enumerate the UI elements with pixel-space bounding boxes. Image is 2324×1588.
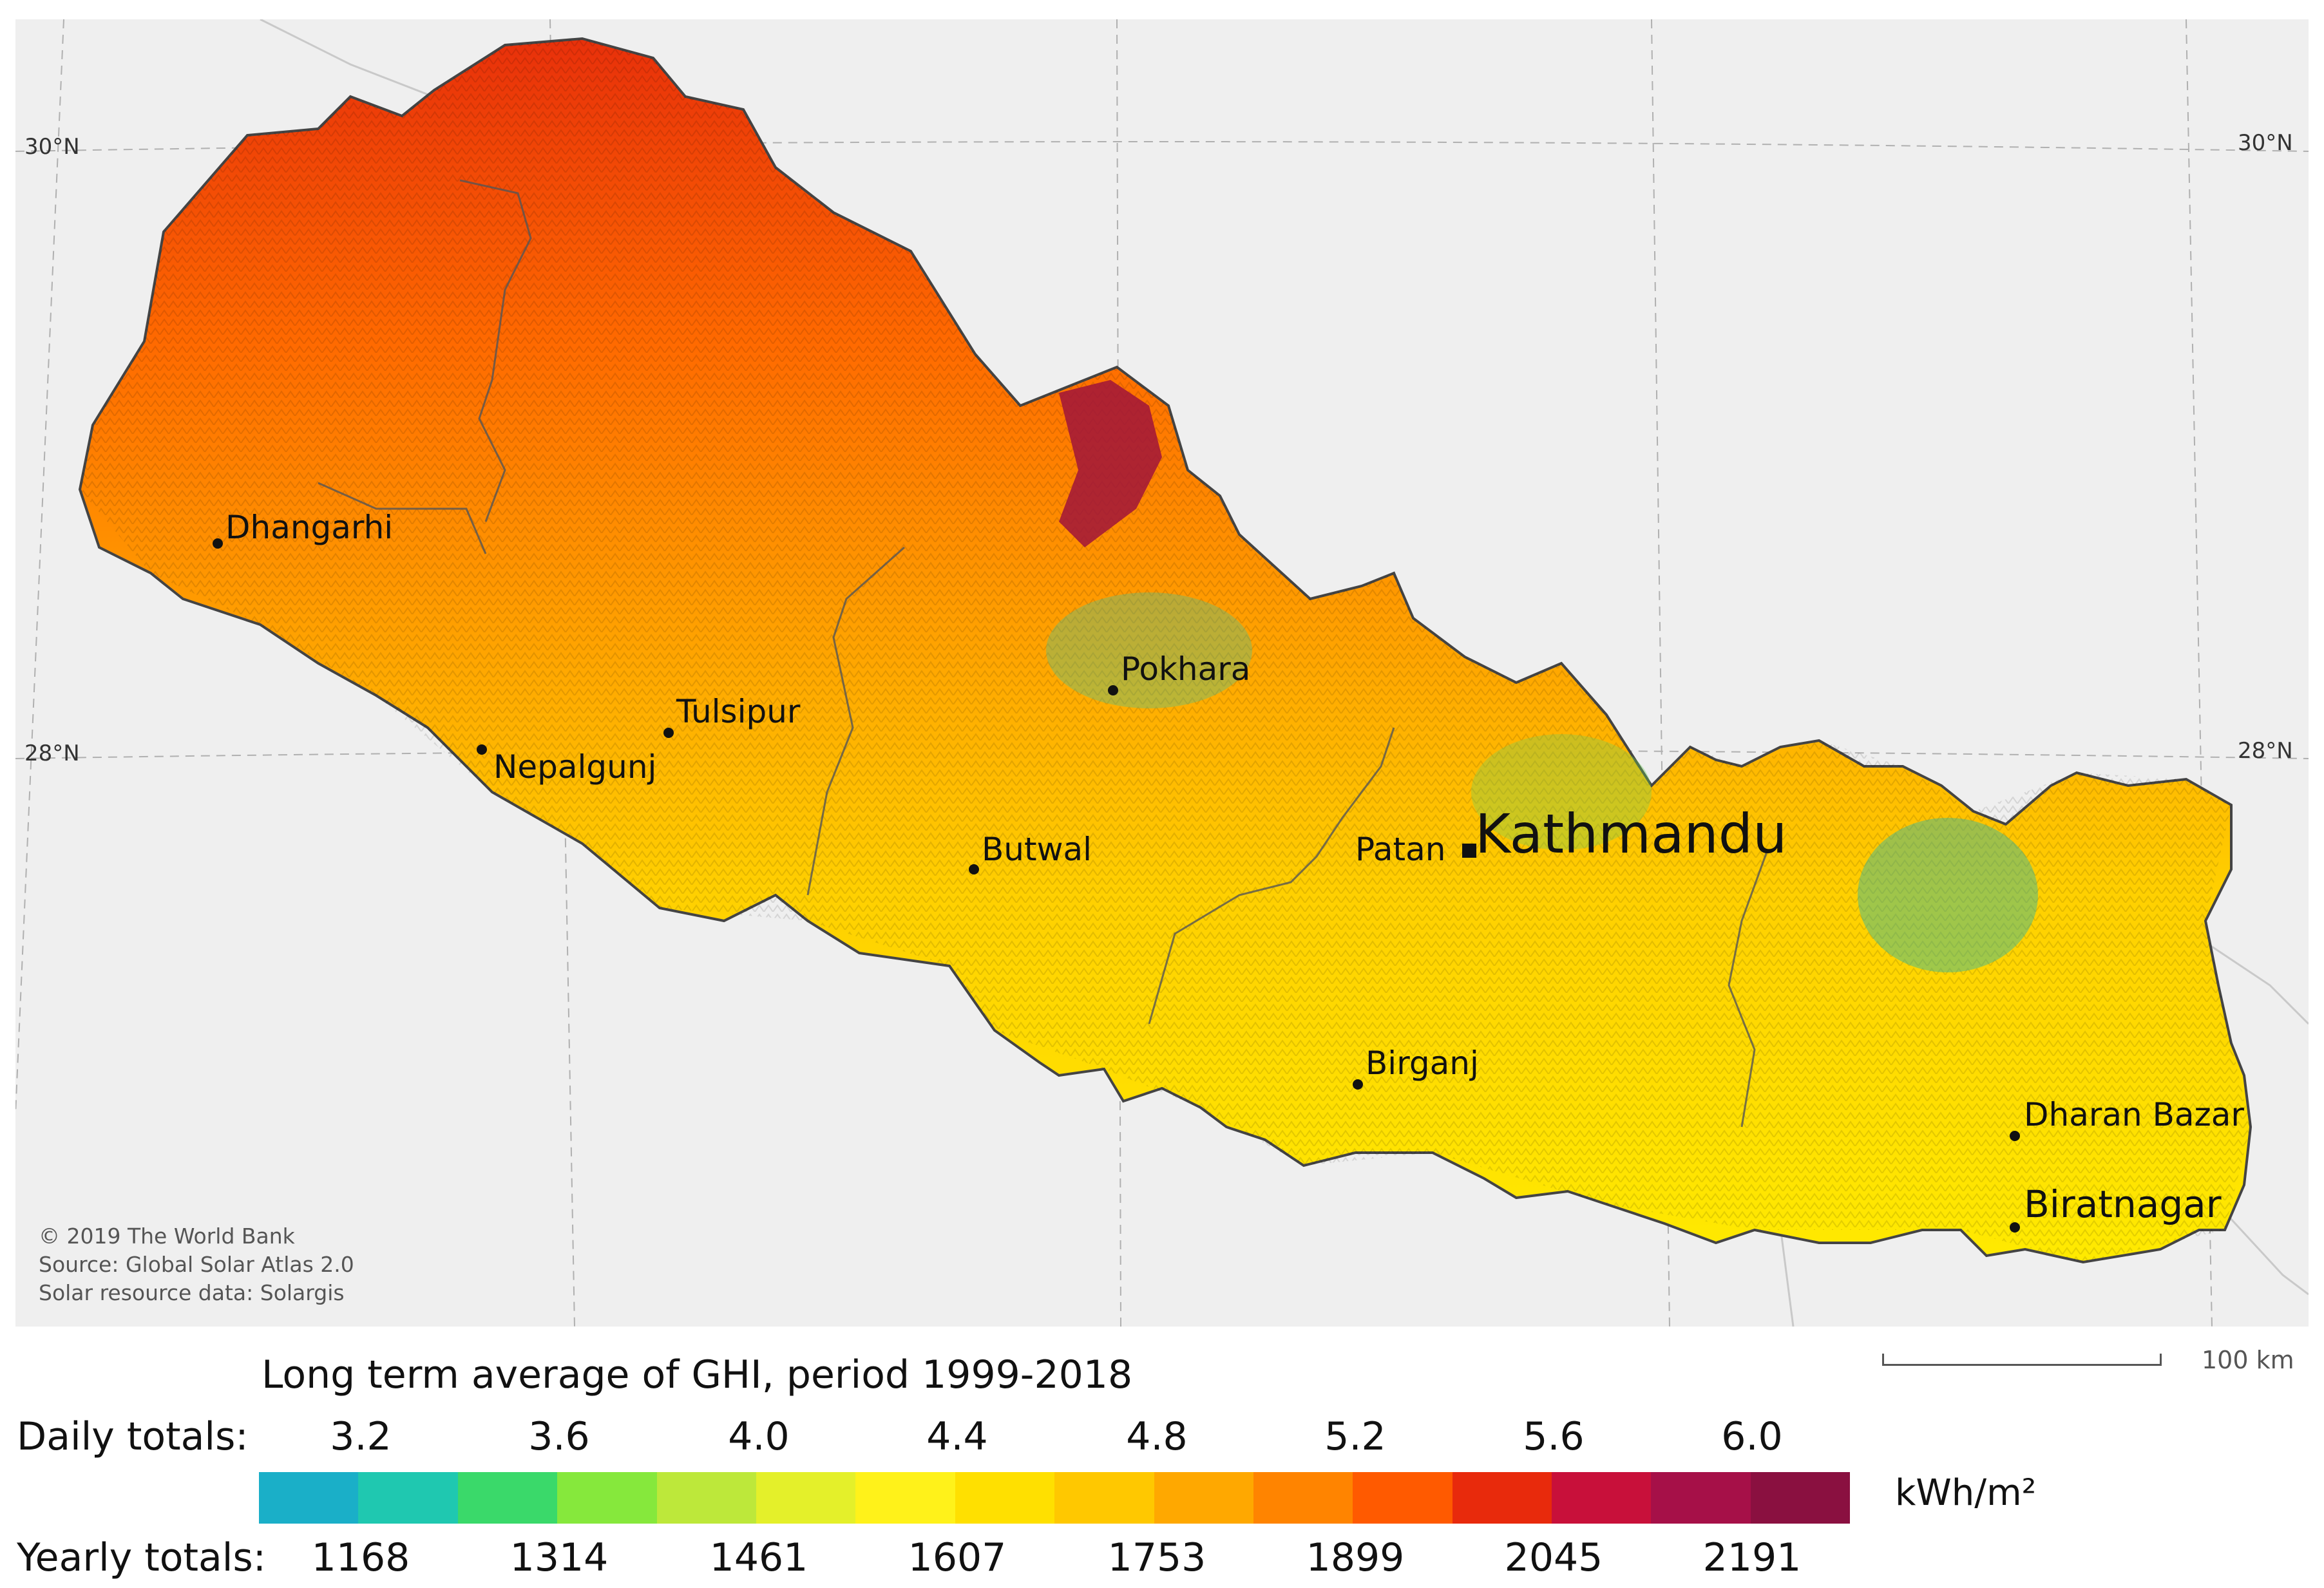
city-label: Pokhara xyxy=(1121,650,1251,688)
legend-color-swatch xyxy=(656,1472,756,1524)
city-pokhara[interactable]: Pokhara xyxy=(1108,650,1251,695)
city-birganj[interactable]: Birganj xyxy=(1353,1044,1479,1090)
yearly-tick: 1461 xyxy=(709,1535,808,1580)
yearly-tick: 1168 xyxy=(311,1535,410,1580)
lat-label-30n-right: 30°N xyxy=(2238,130,2293,156)
city-label: Butwal xyxy=(982,831,1092,868)
scale-bar xyxy=(1882,1354,2162,1366)
yearly-tick: 1314 xyxy=(510,1535,609,1580)
daily-tick: 6.0 xyxy=(1721,1414,1783,1459)
city-nepalgunj[interactable]: Nepalgunj xyxy=(477,742,656,786)
city-dharan-bazar[interactable]: Dharan Bazar xyxy=(2010,1096,2244,1141)
city-marker-icon xyxy=(477,744,487,755)
city-marker-icon xyxy=(1108,685,1118,695)
lat-label-30n-left: 30°N xyxy=(24,134,80,160)
capital-marker-icon xyxy=(1462,844,1476,858)
city-marker-icon xyxy=(2010,1131,2020,1141)
daily-tick: 3.2 xyxy=(330,1414,392,1459)
yearly-tick: 2045 xyxy=(1504,1535,1603,1580)
legend-color-swatch xyxy=(1552,1472,1652,1524)
daily-tick: 4.4 xyxy=(926,1414,988,1459)
credit-line: © 2019 The World Bank xyxy=(39,1224,295,1249)
city-marker-icon xyxy=(213,538,223,549)
city-patan[interactable]: Patan xyxy=(1355,831,1445,868)
yearly-tick: 1899 xyxy=(1306,1535,1405,1580)
legend-color-swatch xyxy=(1651,1472,1751,1524)
city-label: Nepalgunj xyxy=(493,748,657,786)
daily-tick: 4.8 xyxy=(1126,1414,1188,1459)
city-label: Patan xyxy=(1355,831,1446,868)
legend-color-swatch xyxy=(1253,1472,1353,1524)
legend-title: Long term average of GHI, period 1999-20… xyxy=(262,1352,1133,1397)
legend-color-swatch xyxy=(557,1472,657,1524)
yearly-totals-label: Yearly totals: xyxy=(17,1535,266,1580)
legend-color-bar xyxy=(259,1472,1851,1524)
city-label: Dharan Bazar xyxy=(2024,1096,2244,1133)
city-label: Kathmandu xyxy=(1475,802,1787,865)
daily-totals-label: Daily totals: xyxy=(17,1414,249,1459)
city-label: Biratnagar xyxy=(2024,1182,2222,1226)
city-biratnagar[interactable]: Biratnagar xyxy=(2010,1182,2222,1233)
city-marker-icon xyxy=(2010,1222,2020,1233)
city-label: Tulsipur xyxy=(676,693,801,730)
legend-color-swatch xyxy=(1054,1472,1154,1524)
city-dhangarhi[interactable]: Dhangarhi xyxy=(213,509,394,549)
daily-tick: 5.6 xyxy=(1523,1414,1585,1459)
city-label: Dhangarhi xyxy=(225,509,394,546)
yearly-tick: 1753 xyxy=(1107,1535,1206,1580)
daily-tick: 5.2 xyxy=(1324,1414,1386,1459)
city-tulsipur[interactable]: Tulsipur xyxy=(663,693,801,738)
legend-color-swatch xyxy=(955,1472,1055,1524)
map-canvas[interactable] xyxy=(15,19,2309,1327)
credit-line: Solar resource data: Solargis xyxy=(39,1280,345,1305)
legend-color-swatch xyxy=(855,1472,955,1524)
map-frame[interactable]: 30°N 30°N 28°N 28°N Dhangarhi Tulsipur N… xyxy=(15,19,2309,1327)
city-label: Birganj xyxy=(1366,1044,1479,1082)
legend-color-swatch xyxy=(1154,1472,1253,1524)
scale-label: 100 km xyxy=(2202,1346,2294,1374)
lat-label-28n-right: 28°N xyxy=(2238,738,2293,764)
legend-color-swatch xyxy=(358,1472,458,1524)
yearly-tick: 1607 xyxy=(908,1535,1007,1580)
legend-color-swatch xyxy=(756,1472,856,1524)
lat-label-28n-left: 28°N xyxy=(24,741,80,766)
city-marker-icon xyxy=(969,864,979,874)
city-kathmandu[interactable]: Kathmandu xyxy=(1462,802,1787,865)
province-lines xyxy=(318,179,1769,1128)
yearly-tick: 2191 xyxy=(1702,1535,1802,1580)
city-marker-icon xyxy=(1353,1079,1363,1090)
legend-color-swatch xyxy=(1353,1472,1452,1524)
legend-color-swatch xyxy=(1452,1472,1552,1524)
legend-color-swatch xyxy=(1750,1472,1851,1524)
legend-color-swatch xyxy=(457,1472,558,1524)
city-butwal[interactable]: Butwal xyxy=(969,831,1092,874)
legend-color-swatch xyxy=(259,1472,359,1524)
city-marker-icon xyxy=(663,728,674,738)
daily-tick: 4.0 xyxy=(728,1414,790,1459)
daily-tick: 3.6 xyxy=(528,1414,590,1459)
nepal-country xyxy=(78,37,2253,1264)
credit-line: Source: Global Solar Atlas 2.0 xyxy=(39,1252,354,1277)
unit-label: kWh/m² xyxy=(1895,1472,2037,1514)
